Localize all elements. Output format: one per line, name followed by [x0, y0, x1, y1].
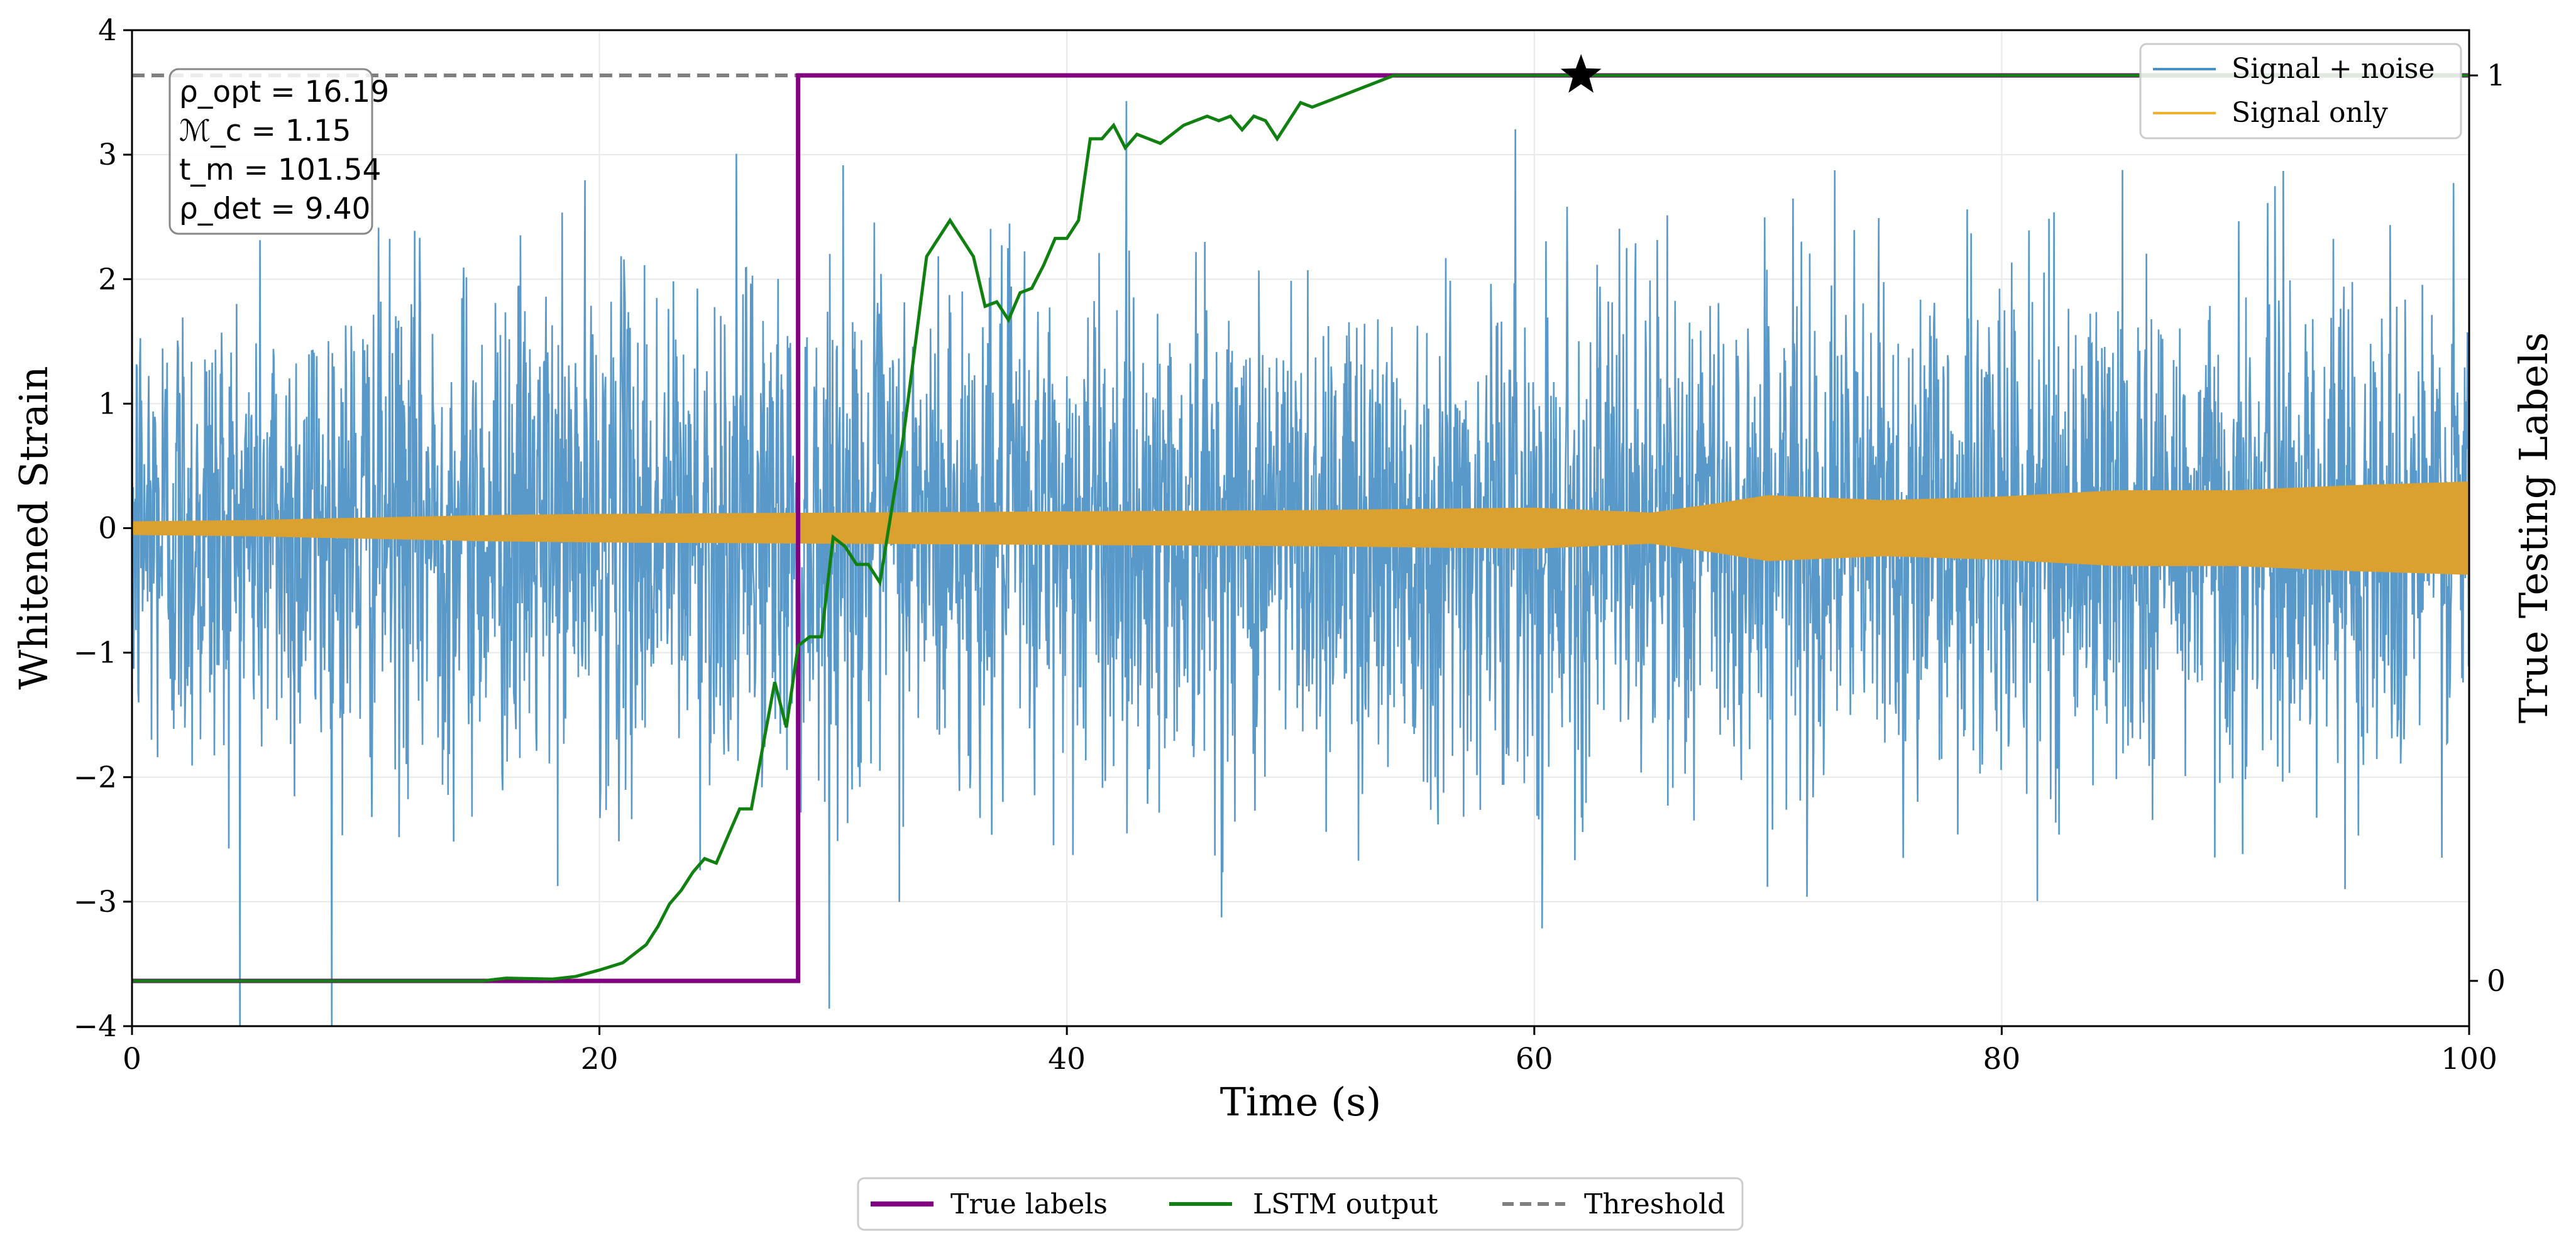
x-axis-title: Time (s) [1220, 1079, 1382, 1125]
x-tick-label: 80 [1983, 1042, 2020, 1076]
parameter-info-box: ρ_opt = 16.19 ℳ_c = 1.15 t_m = 101.54 ρ_… [168, 68, 389, 235]
legend-upper: Signal + noise Signal only [2139, 43, 2462, 140]
y-tick-label: 1 [98, 386, 117, 421]
y-right-tick-label: 0 [2487, 964, 2506, 999]
series-signal-only [132, 481, 2469, 575]
y-tick-label: −1 [74, 636, 117, 670]
info-line: ρ_det = 9.40 [179, 192, 370, 226]
y-right-tick-label: 1 [2487, 58, 2506, 93]
series-lstm-output [132, 74, 2469, 983]
legend-label-signal-only: Signal only [2232, 97, 2388, 129]
y-axis-title-right: True Testing Labels [2511, 332, 2557, 724]
legend-label-true-labels: True labels [950, 1188, 1108, 1220]
info-line: ℳ_c = 1.15 [179, 114, 351, 148]
y-tick-label: 2 [98, 262, 117, 297]
y-tick-label: −3 [74, 885, 117, 919]
y-tick-label: −4 [74, 1009, 117, 1044]
info-line: ρ_opt = 16.19 [179, 75, 389, 109]
y-tick-label: 4 [98, 13, 117, 48]
y-tick-label: 0 [98, 512, 117, 546]
x-tick-label: 40 [1048, 1042, 1086, 1076]
legend-lower: True labels LSTM output Threshold [857, 1177, 1744, 1231]
legend-label-threshold: Threshold [1584, 1188, 1725, 1220]
detection-star-marker [1560, 54, 1602, 93]
info-line: t_m = 101.54 [179, 153, 381, 187]
legend-label-lstm-output: LSTM output [1253, 1188, 1438, 1220]
legend-label-signal-noise: Signal + noise [2232, 53, 2435, 85]
y-tick-label: −2 [74, 760, 117, 795]
series-layer [132, 73, 2469, 1026]
y-axis-title: Whitened Strain [11, 366, 57, 690]
x-tick-label: 60 [1516, 1042, 1553, 1076]
x-tick-label: 0 [123, 1042, 141, 1076]
x-tick-label: 100 [2441, 1042, 2497, 1076]
y-tick-label: 3 [98, 138, 117, 172]
x-tick-label: 20 [581, 1042, 619, 1076]
